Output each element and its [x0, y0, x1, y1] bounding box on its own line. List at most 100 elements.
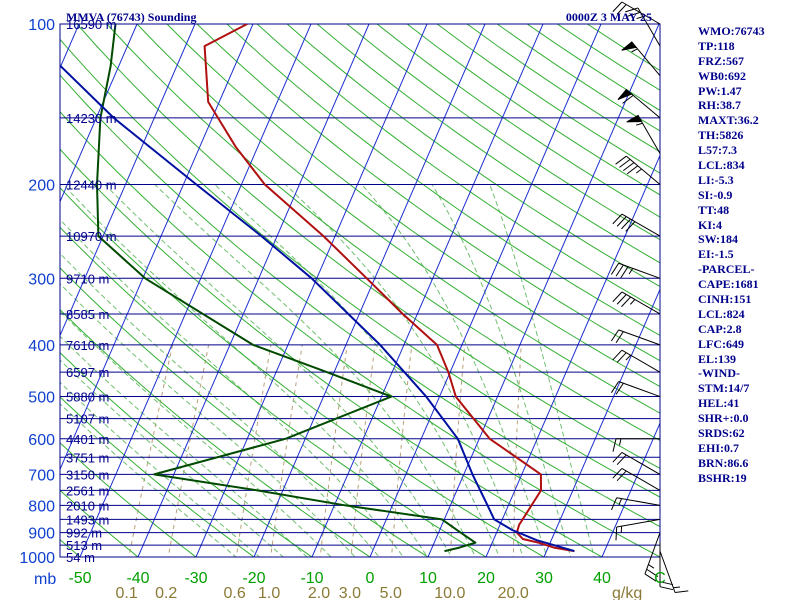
index-item: CAP:2.8 [698, 322, 798, 337]
index-item: WB0:692 [698, 69, 798, 84]
pressure-tick-label: 300 [28, 271, 55, 288]
height-label: 54 m [66, 550, 95, 565]
index-item: L57:7.3 [698, 143, 798, 158]
index-item: WMO:76743 [698, 24, 798, 39]
pressure-tick-label: 700 [28, 467, 55, 484]
index-item: -PARCEL- [698, 262, 798, 277]
index-item: FRZ:567 [698, 54, 798, 69]
height-label: 2561 m [66, 483, 109, 498]
wind-barb-staff [617, 498, 660, 506]
index-item: HEL:41 [698, 396, 798, 411]
wind-barb-staff [619, 382, 660, 397]
isotherm-line [486, 24, 717, 557]
isotherm-line [80, 24, 311, 557]
isotherm-line [22, 24, 253, 557]
pressure-tick-label: 500 [28, 390, 55, 407]
index-item: LFC:649 [698, 337, 798, 352]
temperature-tick-label: 0 [366, 570, 375, 587]
temperature-tick-label: -50 [68, 570, 91, 587]
index-item: SW:184 [698, 232, 798, 247]
height-label: 3751 m [66, 450, 109, 465]
height-label: 7610 m [66, 338, 109, 353]
wind-barb-staff [622, 214, 660, 236]
index-item: LCL:834 [698, 158, 798, 173]
height-label: 5880 m [66, 390, 109, 405]
wind-barb-full [616, 332, 623, 343]
height-label: 6597 m [66, 365, 109, 380]
isotherm-line [254, 24, 485, 557]
index-item: LI:-5.3 [698, 173, 798, 188]
dry-adiabat-line [17, 24, 740, 568]
pressure-tick-label: 600 [28, 432, 55, 449]
index-item: SHR+:0.0 [698, 411, 798, 426]
mixing-ratio-label: 0.6 [224, 585, 246, 600]
index-item: TH:5826 [698, 128, 798, 143]
temperature-tick-label: 30 [535, 570, 553, 587]
chart-datetime: 0000Z 3 MAY 25 [566, 10, 652, 24]
height-label: 14230 m [66, 111, 117, 126]
pressure-tick-label: 100 [28, 17, 55, 34]
wind-barb-full [675, 591, 688, 593]
wind-barb-half [648, 565, 654, 569]
wind-barb-half [636, 123, 642, 125]
index-item: EHI:0.7 [698, 441, 798, 456]
wind-barb-full [611, 498, 616, 510]
wind-barb-full [660, 587, 673, 590]
wind-barb-half [632, 49, 638, 52]
wind-barb [611, 263, 660, 278]
index-item: MAXT:36.2 [698, 113, 798, 128]
isotherm-line [370, 24, 601, 557]
mixing-ratio-line [166, 345, 208, 568]
pressure-tick-label: 800 [28, 498, 55, 515]
height-label: 4401 m [66, 432, 109, 447]
isotherm-line [0, 24, 21, 557]
wind-barb-half [673, 587, 680, 588]
wind-barb [613, 468, 660, 490]
isotherm-line [196, 24, 427, 557]
height-label: 3150 m [66, 467, 109, 482]
pressure-tick-label: 900 [28, 526, 55, 543]
index-item: STM:14/7 [698, 381, 798, 396]
mixing-ratio-label: 5.0 [380, 585, 402, 600]
temperature-tick-label: 20 [477, 570, 495, 587]
moist-adiabat-line [155, 184, 481, 568]
mixing-ratio-unit-label: g/kg [612, 585, 642, 600]
height-label: 12440 m [66, 177, 117, 192]
index-item: KI:4 [698, 218, 798, 233]
wind-barb-half [620, 439, 622, 446]
wind-barb-full [616, 265, 623, 276]
index-item: BSHR:19 [698, 471, 798, 486]
wind-barb-pennant [627, 115, 642, 122]
index-item: -WIND- [698, 366, 798, 381]
mixing-ratio-label: 20.0 [498, 585, 529, 600]
wind-barb-full [621, 267, 628, 278]
wind-barbs [611, 2, 688, 592]
height-label: 5107 m [66, 412, 109, 427]
chart-title: MMVA (76743) Sounding [66, 10, 196, 24]
wind-barb [613, 292, 660, 314]
index-item: CAPE:1681 [698, 277, 798, 292]
index-item: BRN:86.6 [698, 456, 798, 471]
mixing-ratio-label: 1.0 [258, 585, 280, 600]
mixing-ratio-label: 3.0 [339, 585, 361, 600]
dry-adiabat-line [0, 24, 329, 568]
index-item: TT:48 [698, 203, 798, 218]
mixing-ratio-label: 0.2 [155, 585, 177, 600]
wind-barb-pennant [622, 42, 636, 50]
temperature-tick-label: C [654, 570, 666, 587]
height-label: 8585 m [66, 307, 109, 322]
dewpoint-trace [97, 24, 475, 551]
wind-barb [613, 439, 660, 452]
pressure-unit-label: mb [34, 571, 56, 588]
moist-adiabat-line [215, 184, 505, 568]
wind-barb-half [619, 499, 622, 505]
mixing-ratio-label: 10.0 [434, 585, 465, 600]
height-label: 10970 m [66, 229, 117, 244]
mixing-ratio-line [350, 345, 375, 568]
index-item: PW:1.47 [698, 84, 798, 99]
index-item: SI:-0.9 [698, 188, 798, 203]
pressure-tick-label: 1000 [19, 550, 55, 567]
dry-adiabat-line [77, 24, 800, 568]
index-item: SRDS:62 [698, 426, 798, 441]
